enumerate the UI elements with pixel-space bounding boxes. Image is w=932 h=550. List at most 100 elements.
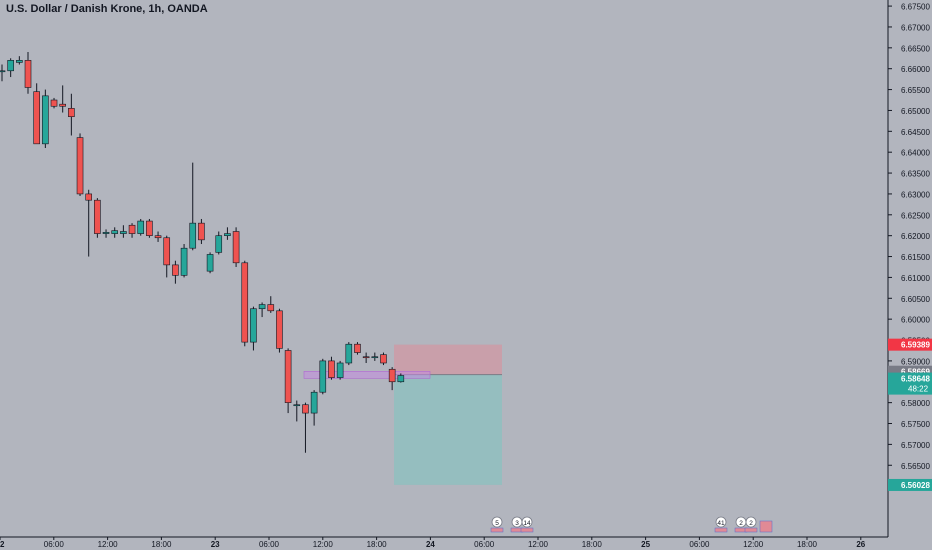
price-label-text: 6.56028 bbox=[901, 481, 930, 490]
chart-title: U.S. Dollar / Danish Krone, 1h, OANDA bbox=[6, 3, 208, 15]
candle-down bbox=[128, 224, 136, 234]
y-tick-label: 6.65000 bbox=[901, 107, 930, 116]
flag-icon bbox=[759, 520, 773, 533]
candle-up bbox=[336, 362, 344, 378]
x-tick-label: 18:00 bbox=[582, 540, 603, 549]
candle-down bbox=[85, 193, 92, 201]
y-tick-label: 6.66000 bbox=[901, 65, 930, 74]
y-tick-label: 6.65500 bbox=[901, 86, 930, 95]
candle-up bbox=[0, 70, 6, 73]
y-tick-label: 6.58000 bbox=[901, 399, 930, 408]
event-badge-count: 5 bbox=[495, 520, 499, 527]
x-tick-label: 25 bbox=[641, 540, 650, 549]
event-badge bbox=[491, 516, 503, 528]
event-badge bbox=[745, 516, 757, 528]
candle-down bbox=[198, 222, 205, 241]
flag-icon bbox=[714, 527, 728, 533]
price-label-tag bbox=[888, 372, 932, 395]
candle-up bbox=[111, 230, 119, 234]
price-label-tag bbox=[888, 338, 932, 351]
y-tick-label: 6.63000 bbox=[901, 190, 930, 199]
event-badge-count: 41 bbox=[717, 520, 725, 527]
candle-up bbox=[7, 60, 14, 72]
candle-down bbox=[241, 262, 249, 343]
event-badge-count: 2 bbox=[749, 520, 753, 527]
event-badge-count: 3 bbox=[515, 520, 519, 527]
price-label-text: 6.58669 bbox=[901, 368, 930, 377]
candle-down bbox=[94, 199, 101, 234]
x-tick-label: 26 bbox=[856, 540, 865, 549]
event-badge bbox=[521, 516, 533, 528]
x-tick-label: 06:00 bbox=[474, 540, 495, 549]
take-profit-zone bbox=[394, 374, 502, 485]
candle-up bbox=[16, 60, 23, 63]
price-label-text: 6.58648 bbox=[901, 375, 930, 384]
candle-up bbox=[250, 308, 257, 343]
x-tick-label: 12:00 bbox=[98, 540, 119, 549]
flag-icon bbox=[490, 527, 504, 533]
candle-down bbox=[388, 368, 396, 383]
price-label-text: 6.59389 bbox=[901, 341, 930, 350]
candle-down bbox=[33, 91, 40, 145]
y-tick-label: 6.57000 bbox=[901, 441, 930, 450]
y-tick-label: 6.60500 bbox=[901, 295, 930, 304]
flag-icon bbox=[744, 527, 758, 533]
candle-up bbox=[215, 235, 223, 253]
candle-up bbox=[258, 304, 266, 310]
candle-down bbox=[24, 60, 32, 88]
candle-down bbox=[302, 404, 309, 414]
candle-up bbox=[319, 360, 327, 393]
candle-down bbox=[68, 108, 75, 118]
event-badge-count: 2 bbox=[739, 520, 743, 527]
candle-down bbox=[380, 354, 387, 364]
candle-down bbox=[267, 304, 275, 312]
x-tick-label: 12:00 bbox=[528, 540, 549, 549]
candle-down bbox=[154, 235, 162, 239]
candle-up bbox=[189, 222, 197, 249]
y-tick-label: 6.63500 bbox=[901, 170, 930, 179]
x-tick-label: 18:00 bbox=[797, 540, 818, 549]
candle-down bbox=[276, 310, 283, 349]
candle-up bbox=[310, 391, 318, 414]
candle-down bbox=[354, 343, 361, 353]
event-badge bbox=[715, 516, 727, 528]
candle-down bbox=[76, 137, 84, 195]
x-tick-label: 12:00 bbox=[743, 540, 764, 549]
y-tick-label: 6.66500 bbox=[901, 44, 930, 53]
y-tick-label: 6.62500 bbox=[901, 211, 930, 220]
candle-up bbox=[102, 232, 110, 234]
candle-up bbox=[293, 404, 301, 407]
y-tick-label: 6.57500 bbox=[901, 420, 930, 429]
y-tick-label: 6.61500 bbox=[901, 253, 930, 262]
event-badge-count: 14 bbox=[523, 520, 531, 527]
y-tick-label: 6.64000 bbox=[901, 149, 930, 158]
candle-up bbox=[371, 356, 379, 359]
candle-down bbox=[146, 220, 153, 236]
x-tick-label: 18:00 bbox=[151, 540, 172, 549]
y-tick-label: 6.62000 bbox=[901, 232, 930, 241]
candle-down bbox=[163, 237, 171, 266]
candle-down bbox=[50, 99, 58, 107]
y-tick-label: 6.64500 bbox=[901, 128, 930, 137]
price-label-tag bbox=[888, 478, 932, 491]
candle-down bbox=[172, 264, 179, 276]
candle-down bbox=[232, 231, 240, 264]
x-tick-label: 2 bbox=[0, 540, 5, 549]
bar-countdown: 48:22 bbox=[908, 385, 929, 394]
candle-up bbox=[206, 254, 214, 272]
x-tick-label: 24 bbox=[426, 540, 435, 549]
y-tick-label: 6.67000 bbox=[901, 23, 930, 32]
stop-loss-zone bbox=[394, 344, 502, 375]
candle-up bbox=[180, 247, 188, 276]
candle-up bbox=[397, 375, 405, 383]
candle-down bbox=[59, 103, 66, 107]
y-tick-label: 6.61000 bbox=[901, 274, 930, 283]
candle-down bbox=[362, 356, 370, 359]
y-tick-label: 6.67500 bbox=[901, 3, 930, 12]
flag-icon bbox=[520, 527, 534, 533]
candle-up bbox=[224, 233, 231, 236]
x-tick-label: 23 bbox=[211, 540, 220, 549]
x-tick-label: 12:00 bbox=[313, 540, 334, 549]
marked-level-box bbox=[303, 371, 431, 379]
